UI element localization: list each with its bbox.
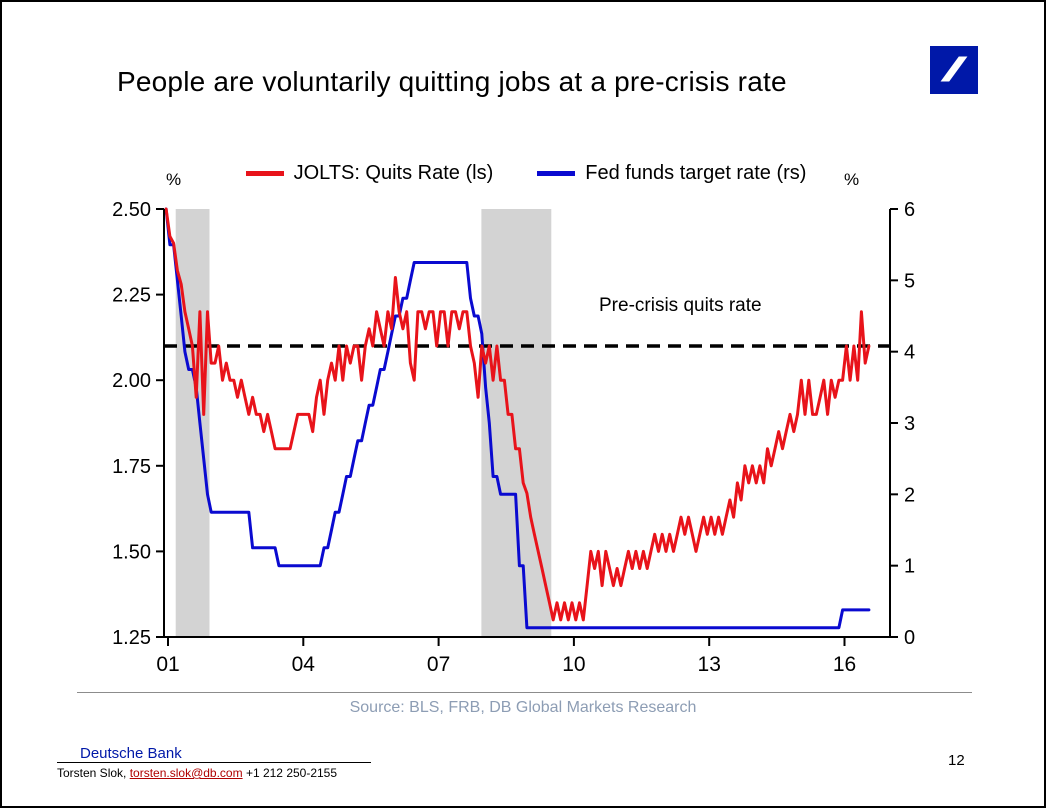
x-axis-tick-label: 07	[427, 653, 450, 676]
source-text: Source: BLS, FRB, DB Global Markets Rese…	[349, 699, 697, 716]
source-divider	[77, 692, 972, 693]
x-axis-tick-label: 16	[833, 653, 856, 676]
footer-brand: Deutsche Bank	[80, 745, 182, 762]
x-axis-tick-label: 01	[156, 653, 179, 676]
right-axis-tick-label: 5	[904, 270, 915, 292]
deutsche-bank-logo-icon	[930, 46, 978, 94]
left-axis-tick-label: 2.50	[112, 199, 151, 221]
deutsche-bank-logo-svg	[930, 46, 978, 94]
right-axis-tick-label: 3	[904, 413, 915, 435]
footer-rule	[57, 762, 371, 763]
right-axis-tick-label: 1	[904, 556, 915, 578]
legend-label-fedfunds: Fed funds target rate (rs)	[585, 162, 807, 184]
right-axis-tick-label: 4	[904, 342, 915, 364]
series-line-0	[164, 207, 871, 622]
pre-crisis-annotation: Pre-crisis quits rate	[599, 295, 762, 316]
x-axis-tick-label: 04	[292, 653, 316, 676]
page-title: People are voluntarily quitting jobs at …	[117, 66, 787, 97]
contact-phone: +1 212 250-2155	[242, 766, 338, 780]
x-axis-tick-label: 10	[562, 653, 585, 676]
recession-band-0	[175, 209, 210, 637]
right-axis-tick-label: 0	[904, 627, 915, 649]
left-axis-tick-label: 2.00	[112, 370, 151, 392]
right-axis-unit: %	[844, 170, 860, 189]
left-axis-tick-label: 1.25	[112, 627, 151, 649]
x-axis-tick-label: 13	[698, 653, 721, 676]
series-line-1	[164, 207, 871, 630]
footer-contact: Torsten Slok, torsten.slok@db.com +1 212…	[57, 766, 337, 780]
legend-item-fedfunds: Fed funds target rate (rs)	[537, 162, 806, 185]
page-number: 12	[948, 752, 965, 769]
chart-legend: JOLTS: Quits Rate (ls) Fed funds target …	[162, 162, 890, 185]
left-axis-tick-label: 1.50	[112, 541, 151, 563]
fedfunds-line-swatch-icon	[537, 171, 576, 176]
legend-item-quits: JOLTS: Quits Rate (ls)	[245, 162, 494, 185]
left-axis-tick-label: 1.75	[112, 456, 151, 478]
legend-label-quits: JOLTS: Quits Rate (ls)	[293, 162, 494, 184]
left-axis-unit: %	[166, 170, 182, 189]
right-axis-tick-label: 2	[904, 484, 915, 506]
quits-line-swatch-icon	[245, 171, 284, 176]
right-axis-tick-label: 6	[904, 199, 915, 221]
left-axis-tick-label: 2.25	[112, 285, 151, 307]
contact-name: Torsten Slok,	[57, 766, 130, 780]
recession-band-1	[481, 209, 552, 637]
contact-email-link[interactable]: torsten.slok@db.com	[129, 766, 243, 780]
